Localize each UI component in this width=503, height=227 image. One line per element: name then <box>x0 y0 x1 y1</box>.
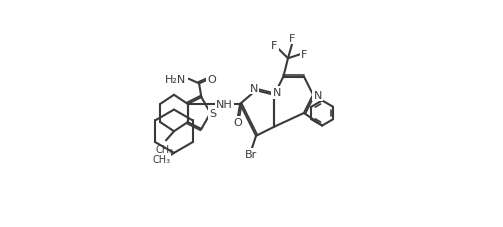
Text: NH: NH <box>216 99 232 109</box>
Text: CH₃: CH₃ <box>152 154 171 164</box>
Text: CH₃: CH₃ <box>156 144 174 154</box>
Text: F: F <box>301 49 307 59</box>
Text: O: O <box>207 74 216 84</box>
Text: H₂N: H₂N <box>165 74 187 84</box>
Text: F: F <box>271 40 278 50</box>
Text: Br: Br <box>245 149 258 159</box>
Text: N: N <box>273 88 281 98</box>
Text: S: S <box>209 109 216 118</box>
Text: N: N <box>249 84 258 94</box>
Text: O: O <box>233 118 242 128</box>
Text: N: N <box>313 90 322 100</box>
Text: F: F <box>289 34 296 44</box>
